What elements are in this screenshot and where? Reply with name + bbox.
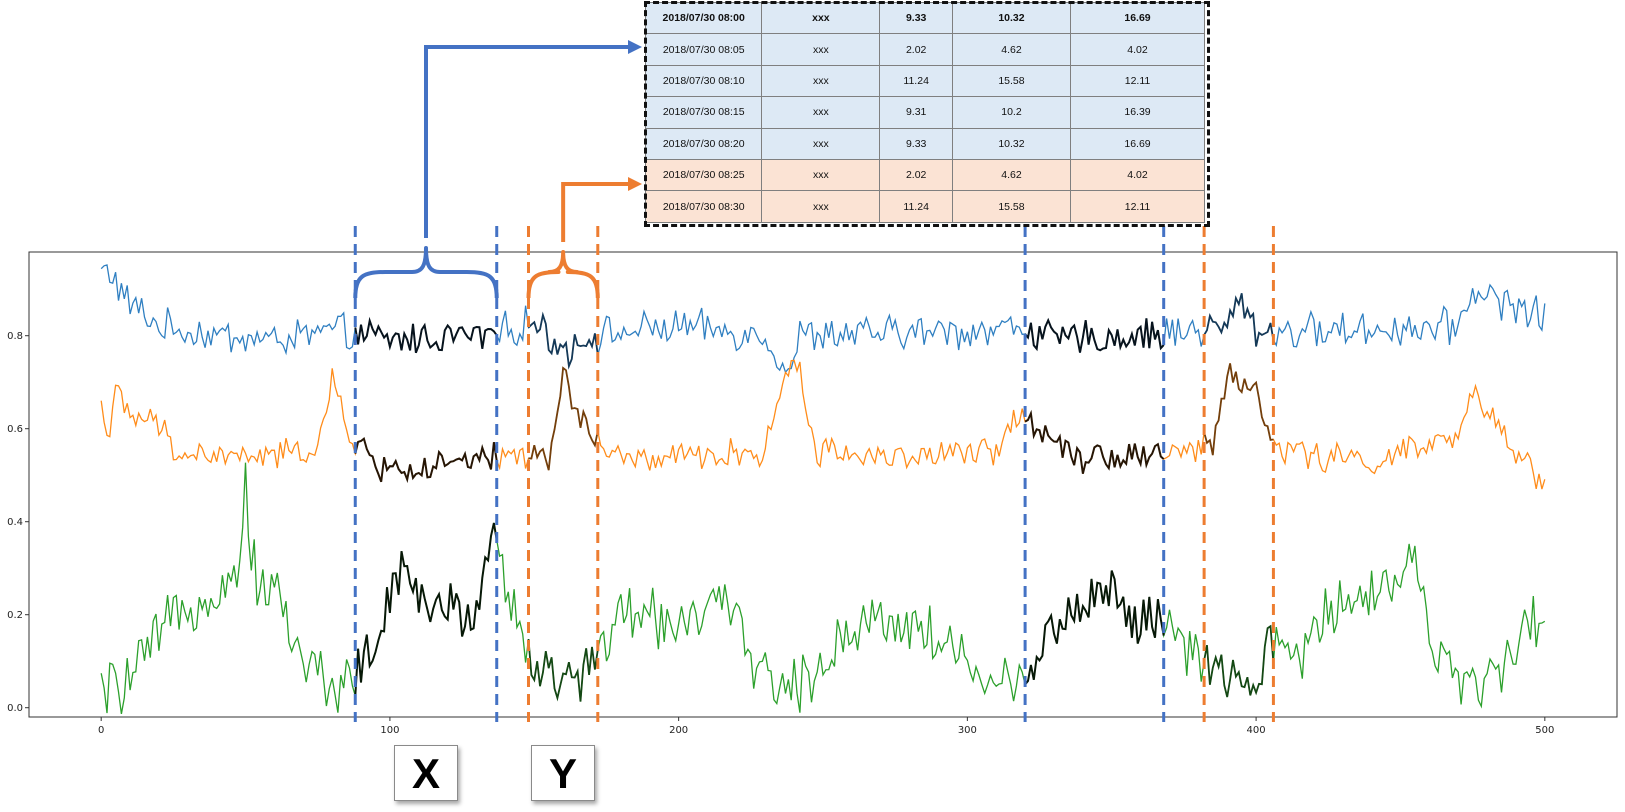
series-window-segment (1024, 570, 1165, 686)
series-window-segment (528, 366, 599, 471)
table-cell: xxx (761, 1, 881, 35)
series-line (100, 264, 1546, 374)
series-window-segment (1203, 293, 1275, 347)
window-x-label: X (394, 745, 458, 801)
plot-frame (28, 251, 1618, 718)
table-cell: xxx (761, 33, 881, 66)
table-cell: xxx (761, 96, 881, 129)
table-cell: xxx (761, 64, 881, 98)
window-y-label: Y (531, 745, 595, 801)
table-cell: 2.02 (879, 33, 953, 66)
table-row: 2018/07/30 08:30 xxx 11.24 15.58 12.11 (644, 190, 1205, 223)
table-cell: xxx (761, 190, 881, 223)
table-cell: 15.58 (951, 190, 1072, 223)
table-cell: 2018/07/30 08:05 (644, 33, 763, 66)
table-row: 2018/07/30 08:10 xxx 11.24 15.58 12.11 (644, 64, 1205, 98)
table-cell: 11.24 (879, 190, 953, 223)
table-cell: 16.69 (1070, 1, 1205, 35)
x-tick-label: 300 (958, 725, 977, 736)
y-tick-label: 0.0 (7, 703, 23, 714)
brace-window-x (353, 246, 499, 299)
table-cell: 2018/07/30 08:00 (644, 1, 763, 35)
table-row: 2018/07/30 08:00 xxx 9.33 10.32 16.69 (644, 1, 1205, 35)
annotation-layer (353, 40, 1275, 722)
connector-line-orange (561, 182, 630, 242)
table-cell: 4.02 (1070, 33, 1205, 66)
series-window-segment (1203, 363, 1274, 456)
table-cell: xxx (761, 158, 881, 192)
series-window-segment (1024, 409, 1165, 474)
table-cell: 10.32 (951, 1, 1072, 35)
series-window-segment (527, 311, 599, 370)
series-window-segment (354, 522, 498, 696)
arrowhead-blue (628, 40, 642, 54)
table-cell: 12.11 (1070, 64, 1205, 98)
table-row: 2018/07/30 08:05 xxx 2.02 4.62 4.02 (644, 33, 1205, 66)
table-cell: 2018/07/30 08:10 (644, 64, 763, 98)
table-cell: 9.33 (879, 127, 953, 160)
x-tick-label: 400 (1247, 725, 1266, 736)
series-line (100, 359, 1546, 490)
x-tick-label: 500 (1535, 725, 1554, 736)
x-tick-label: 0 (98, 725, 104, 736)
table-cell: 10.32 (951, 127, 1072, 160)
x-tick-label: 200 (669, 725, 688, 736)
series-window-segment (527, 639, 599, 702)
series-window-segment (354, 436, 498, 484)
table-row: 2018/07/30 08:20 xxx 9.33 10.32 16.69 (644, 127, 1205, 160)
table-cell: 10.2 (951, 96, 1072, 129)
table-cell: 16.39 (1070, 96, 1205, 129)
x-tick-label: 100 (380, 725, 399, 736)
series-line (100, 462, 1546, 715)
table-cell: 2018/07/30 08:20 (644, 127, 763, 160)
series-window-segment (1203, 624, 1275, 698)
table-cell: 4.62 (951, 33, 1072, 66)
y-tick-label: 0.8 (7, 331, 23, 342)
y-tick-label: 0.4 (7, 517, 23, 528)
table-cell: 2.02 (879, 158, 953, 192)
plot-area: 0 100 200 300 400 500 0.0 0.2 0.4 0.6 0.8 (7, 251, 1618, 736)
table-cell: 9.33 (879, 1, 953, 35)
table-cell: xxx (761, 127, 881, 160)
arrowhead-orange (628, 177, 642, 191)
brace-window-y (526, 250, 600, 299)
y-tick-label: 0.2 (7, 610, 23, 621)
series-window-segment (1024, 317, 1165, 353)
table-cell: 15.58 (951, 64, 1072, 98)
table-cell: 12.11 (1070, 190, 1205, 223)
table-row: 2018/07/30 08:25 xxx 2.02 4.62 4.02 (644, 158, 1205, 192)
table-cell: 2018/07/30 08:25 (644, 158, 763, 192)
table-cell: 2018/07/30 08:30 (644, 190, 763, 223)
table-cell: 2018/07/30 08:15 (644, 96, 763, 129)
y-tick-label: 0.6 (7, 424, 23, 435)
data-table: 2018/07/30 08:00 xxx 9.33 10.32 16.69 2018/07… (644, 1, 1205, 223)
table-cell: 16.69 (1070, 127, 1205, 160)
table-cell: 11.24 (879, 64, 953, 98)
table-cell: 4.62 (951, 158, 1072, 192)
connector-line-blue (424, 45, 630, 238)
table-row: 2018/07/30 08:15 xxx 9.31 10.2 16.39 (644, 96, 1205, 129)
table-cell: 4.02 (1070, 158, 1205, 192)
series-window-segment (354, 316, 498, 354)
table-cell: 9.31 (879, 96, 953, 129)
